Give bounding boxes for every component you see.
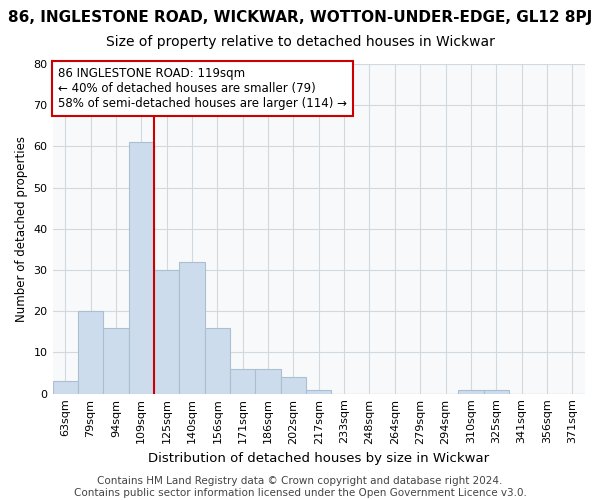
Text: 86 INGLESTONE ROAD: 119sqm
← 40% of detached houses are smaller (79)
58% of semi: 86 INGLESTONE ROAD: 119sqm ← 40% of deta… — [58, 68, 347, 110]
Bar — [281, 377, 306, 394]
Bar — [230, 369, 256, 394]
Bar — [128, 142, 154, 394]
Bar — [179, 262, 205, 394]
X-axis label: Distribution of detached houses by size in Wickwar: Distribution of detached houses by size … — [148, 452, 490, 465]
Text: 86, INGLESTONE ROAD, WICKWAR, WOTTON-UNDER-EDGE, GL12 8PJ: 86, INGLESTONE ROAD, WICKWAR, WOTTON-UND… — [8, 10, 592, 25]
Bar — [484, 390, 509, 394]
Text: Contains HM Land Registry data © Crown copyright and database right 2024.
Contai: Contains HM Land Registry data © Crown c… — [74, 476, 526, 498]
Bar — [53, 382, 78, 394]
Bar — [154, 270, 179, 394]
Bar — [306, 390, 331, 394]
Bar — [205, 328, 230, 394]
Y-axis label: Number of detached properties: Number of detached properties — [15, 136, 28, 322]
Bar — [458, 390, 484, 394]
Bar — [103, 328, 128, 394]
Bar — [256, 369, 281, 394]
Text: Size of property relative to detached houses in Wickwar: Size of property relative to detached ho… — [106, 35, 494, 49]
Bar — [78, 312, 103, 394]
